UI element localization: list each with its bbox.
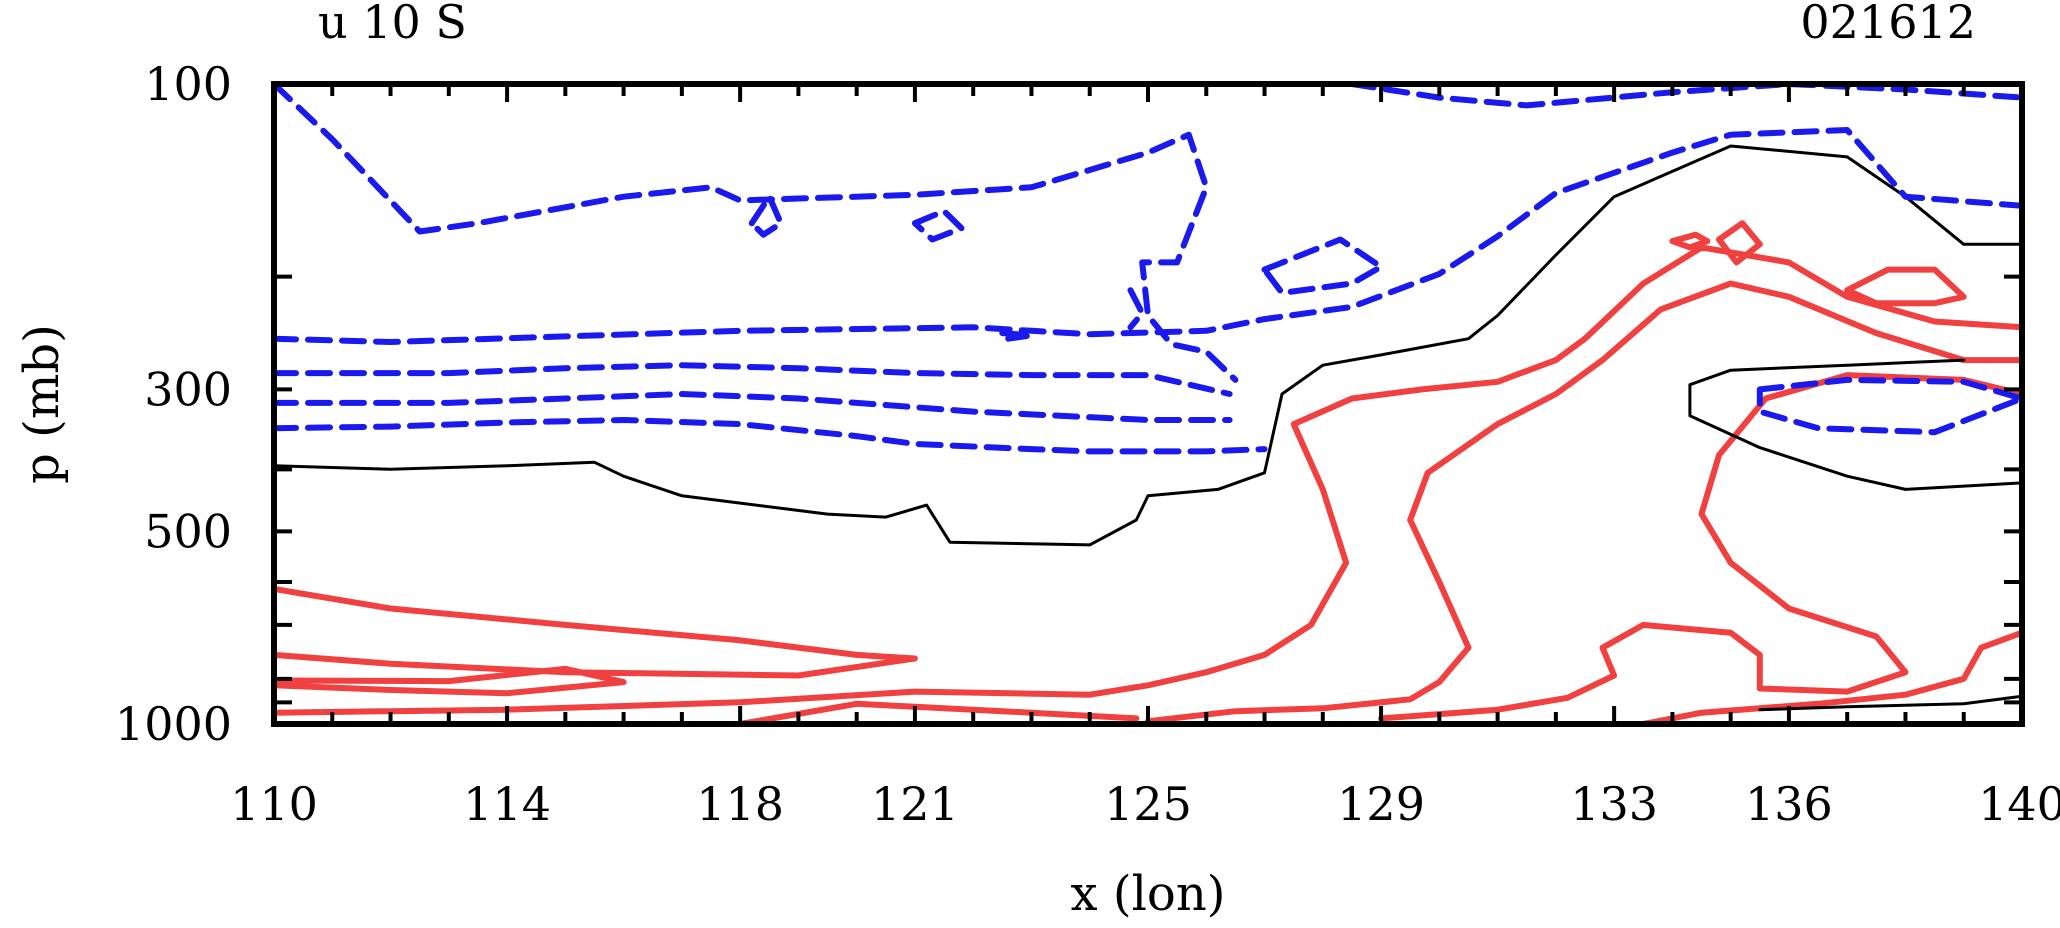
x-tick-label-121: 121 [871,777,959,831]
plot-frame [271,81,2025,727]
x-tick-label-110: 110 [230,777,318,831]
contour-positive-9 [271,665,627,697]
chart-title-right: 021612 [1800,0,1976,49]
contour-negative-2 [271,391,1233,423]
contour-negative-5 [748,193,784,238]
y-tick-label-100: 100 [144,57,232,111]
contour-negative-8 [1127,287,1146,331]
x-tick-label-140: 140 [1978,777,2060,831]
contour-positive-8 [1669,231,1711,251]
x-tick-label-129: 129 [1337,777,1425,831]
y-tick-label-1000: 1000 [115,697,232,751]
contour-negative-6 [911,208,965,243]
y-axis-label: p (mb) [14,324,70,484]
y-tick-label-300: 300 [144,362,232,416]
x-tick-label-118: 118 [696,777,784,831]
contour-negative-1 [271,362,1233,397]
contour-positive-4 [1378,372,2025,722]
y-tick-labels: 100 300 500 1000 [115,57,232,751]
contour-zero-2 [1688,358,2024,491]
chart-title-left: u 10 S [318,0,467,49]
contour-negative-3 [271,417,1268,455]
contour-negative-7 [1261,236,1385,296]
contour-positive-3 [1145,280,2025,725]
x-tick-label-136: 136 [1745,777,1833,831]
contour-negative-11 [1756,376,2025,436]
contour-positive-5 [1640,629,2025,727]
x-tick-label-114: 114 [463,777,551,831]
contour-zero-0 [272,144,2024,547]
contour-positive-1 [271,244,2025,716]
contour-positive-6 [1844,266,1967,307]
x-tick-label-125: 125 [1104,777,1192,831]
contour-negative-10 [1348,81,2025,109]
contour-zero-1 [1758,694,2024,712]
contour-positive-0 [271,585,918,679]
contour-negative-4 [271,81,1239,383]
x-tick-label-133: 133 [1570,777,1658,831]
y-tick-label-500: 500 [144,504,232,558]
contour-lines [271,81,2025,727]
contour-negative-9 [999,330,1035,342]
x-axis-label: x (lon) [1071,866,1226,922]
contour-positive-7 [1716,220,1763,266]
x-tick-labels: 110 114 118 121 125 129 133 136 140 [230,777,2060,831]
contour-negative-0 [271,127,2025,345]
